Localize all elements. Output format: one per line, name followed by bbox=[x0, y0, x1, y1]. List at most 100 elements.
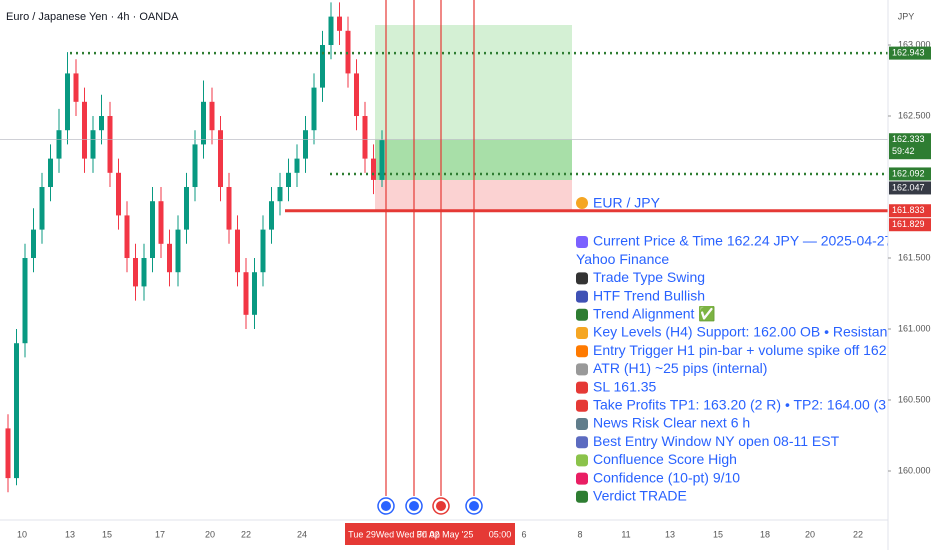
countdown: 59:42 bbox=[892, 146, 915, 156]
candle-body bbox=[14, 343, 19, 479]
time-label: 20 bbox=[205, 529, 215, 539]
line-icon bbox=[576, 454, 588, 467]
line-icon bbox=[576, 490, 588, 503]
candle-body bbox=[379, 140, 385, 180]
candle-body bbox=[141, 258, 147, 287]
candle-body bbox=[48, 158, 53, 188]
time-label: 22 bbox=[853, 529, 863, 539]
price-tag bbox=[889, 133, 931, 160]
candle-body bbox=[167, 243, 172, 273]
line-icon bbox=[576, 327, 588, 339]
title-icon bbox=[576, 197, 588, 209]
candle-body bbox=[354, 73, 359, 117]
y-tick-label: 160.500 bbox=[898, 394, 931, 404]
price-tag bbox=[889, 218, 931, 232]
candle-body bbox=[286, 172, 291, 188]
price-tag-label: 162.092 bbox=[892, 168, 925, 178]
candle-body bbox=[73, 73, 79, 102]
candle-body bbox=[65, 73, 70, 131]
price-tag bbox=[889, 46, 931, 60]
candle-body bbox=[303, 130, 308, 159]
line-icon bbox=[576, 272, 588, 285]
candle-body bbox=[277, 187, 283, 202]
candle-body bbox=[158, 201, 164, 244]
time-label: 15 bbox=[102, 529, 112, 539]
candle-body bbox=[328, 16, 334, 46]
line-icon bbox=[576, 418, 588, 430]
annotation-line: Best Entry Window NY open 08-11 EST bbox=[593, 433, 840, 449]
candle-body bbox=[243, 272, 249, 315]
time-label: 24 bbox=[297, 529, 307, 539]
line-icon bbox=[576, 345, 588, 358]
time-label: 05:00 bbox=[489, 529, 512, 539]
price-tag-label: 161.829 bbox=[892, 219, 925, 229]
candle-body bbox=[175, 229, 181, 273]
candle-body bbox=[226, 187, 232, 230]
time-label: 17 bbox=[155, 529, 165, 539]
annotation-line: Current Price & Time 162.24 JPY — 2025-0… bbox=[593, 233, 932, 249]
y-tick-label: 162.500 bbox=[898, 110, 931, 120]
candle-body bbox=[371, 158, 376, 180]
annotation-line: ATR (H1) ~25 pips (internal) bbox=[593, 360, 767, 376]
price-tag-label: 162.047 bbox=[892, 182, 925, 192]
time-label: Tue 29 bbox=[348, 529, 376, 539]
candle-body bbox=[201, 101, 206, 145]
candle-body bbox=[150, 201, 155, 259]
currency-label: JPY bbox=[898, 11, 915, 21]
time-label: 13 bbox=[665, 529, 675, 539]
candle-body bbox=[124, 215, 130, 259]
line-icon bbox=[576, 472, 588, 485]
annotation-line: HTF Trend Bullish bbox=[593, 287, 705, 303]
candle-body bbox=[209, 101, 215, 131]
line-icon bbox=[576, 436, 588, 449]
candle-body bbox=[22, 258, 28, 344]
price-tag bbox=[889, 167, 931, 181]
price-tag bbox=[889, 204, 931, 218]
candle-body bbox=[252, 272, 257, 315]
line-icon bbox=[576, 381, 588, 394]
candle-body bbox=[133, 258, 138, 287]
candle-body bbox=[107, 116, 113, 173]
time-label: Fri 02 May '25 bbox=[417, 529, 474, 539]
line-icon bbox=[576, 236, 588, 248]
y-tick-label: 163.000 bbox=[898, 39, 931, 49]
time-label: 20 bbox=[805, 529, 815, 539]
candle-body bbox=[269, 201, 274, 230]
line-icon bbox=[576, 399, 588, 412]
candle-body bbox=[116, 172, 121, 216]
annotation-line: Entry Trigger H1 pin-bar + volume spike … bbox=[593, 342, 906, 358]
candle-body bbox=[320, 45, 325, 88]
y-tick-label: 161.000 bbox=[898, 323, 931, 333]
annotation-line: Verdict TRADE bbox=[593, 488, 687, 504]
candle-body bbox=[311, 87, 317, 131]
time-label: 10 bbox=[17, 529, 27, 539]
line-icon bbox=[576, 308, 588, 321]
annotation-line: Trend Alignment ✅ bbox=[593, 306, 716, 323]
time-label: 6 bbox=[521, 529, 526, 539]
candle-body bbox=[337, 16, 342, 31]
time-label: 8 bbox=[577, 529, 582, 539]
time-label: Wed 30 Ap bbox=[396, 529, 440, 539]
line-icon bbox=[576, 363, 588, 376]
candle-body bbox=[218, 130, 223, 188]
candle-body bbox=[99, 116, 104, 131]
annotation-line: Take Profits TP1: 163.20 (2 R) • TP2: 16… bbox=[593, 397, 905, 413]
price-tag-label: 162.333 bbox=[892, 134, 925, 144]
time-label: 22 bbox=[241, 529, 251, 539]
symbol-header: Euro / Japanese Yen · 4h · OANDA bbox=[6, 11, 179, 23]
candle-body bbox=[56, 130, 62, 159]
candle-body bbox=[192, 144, 198, 188]
candle-body bbox=[260, 229, 266, 273]
y-tick-label: 160.000 bbox=[898, 465, 931, 475]
candle-body bbox=[294, 158, 300, 173]
candle-body bbox=[31, 229, 36, 259]
annotation-line: Confidence (10-pt) 9/10 bbox=[593, 469, 740, 485]
marker-icon bbox=[469, 501, 479, 511]
candle-body bbox=[184, 187, 189, 230]
candle-body bbox=[362, 116, 368, 159]
marker-icon bbox=[436, 501, 446, 511]
time-label: Wed bbox=[376, 529, 394, 539]
time-label: 11 bbox=[621, 529, 630, 539]
time-axis-highlight bbox=[345, 523, 515, 545]
annotation-title: EUR / JPY bbox=[593, 195, 661, 211]
